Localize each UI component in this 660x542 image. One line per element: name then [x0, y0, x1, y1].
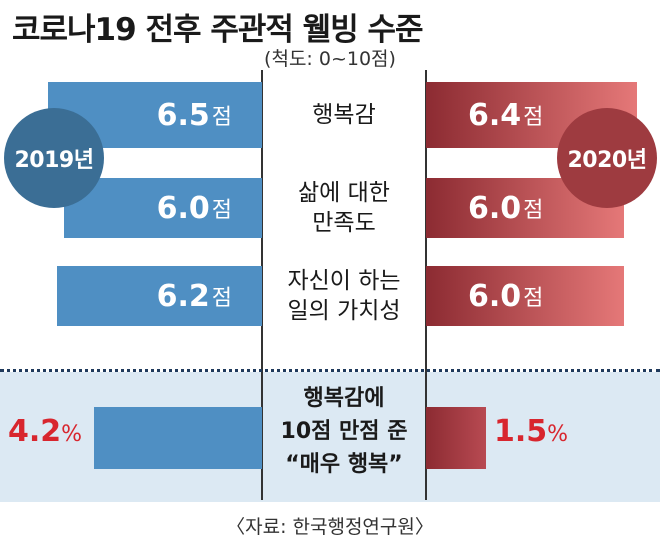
- year-badge-2020-label: 2020년: [567, 148, 647, 173]
- pct-2019-unit: %: [61, 422, 83, 447]
- bottom-category-line: “매우 행복”: [285, 452, 403, 477]
- year-badge-2019-label: 2019년: [14, 148, 94, 173]
- bar-2019-label: 6.5 점: [156, 97, 232, 133]
- category-label: 행복감: [262, 100, 426, 130]
- source-note: 〈자료: 한국행정연구원〉: [226, 516, 434, 538]
- bottom-category-line: 행복감에: [303, 386, 385, 411]
- bar-2020-label: 6.0 점: [468, 278, 544, 314]
- center-divider-left: [261, 70, 263, 500]
- bottom-category-label: 행복감에 10점 만점 준 “매우 행복”: [262, 382, 426, 481]
- pct-2020: 1.5%: [494, 414, 568, 449]
- year-badge-2019: 2019년: [4, 108, 104, 208]
- bottom-divider-left: [261, 372, 263, 500]
- bar-2019: 6.0 점: [64, 178, 262, 238]
- bar-2019-label: 6.2 점: [156, 278, 232, 314]
- pct-2020-unit: %: [547, 422, 569, 447]
- year-badge-2020: 2020년: [557, 108, 657, 208]
- bar-2020: 6.0 점: [426, 266, 624, 326]
- category-label-line: 삶에 대한: [298, 180, 390, 206]
- bar-2019-label: 6.0 점: [156, 190, 232, 226]
- pct-2019-value: 4.2: [8, 414, 62, 449]
- bottom-category-line: 10점 만점 준: [280, 419, 408, 444]
- chart-title: 코로나19 전후 주관적 웰빙 수준: [12, 12, 424, 48]
- pct-2019: 4.2%: [8, 414, 82, 449]
- bar-2019: 6.2 점: [57, 266, 262, 326]
- bottom-bar-2019: [94, 407, 262, 469]
- pct-2020-value: 1.5: [494, 414, 548, 449]
- category-label-line: 만족도: [312, 210, 376, 236]
- section-separator: [0, 369, 660, 372]
- bar-2019: 6.5 점: [47, 82, 262, 148]
- scale-note: (척도: 0~10점): [264, 48, 396, 70]
- bar-2020-label: 6.0 점: [468, 190, 544, 226]
- category-label-line: 일의 가치성: [287, 298, 401, 324]
- bar-2020-label: 6.4 점: [468, 97, 544, 133]
- category-label-line: 자신이 하는: [287, 268, 401, 294]
- bottom-bar-2020: [426, 407, 486, 469]
- category-label-line: 행복감: [312, 102, 376, 128]
